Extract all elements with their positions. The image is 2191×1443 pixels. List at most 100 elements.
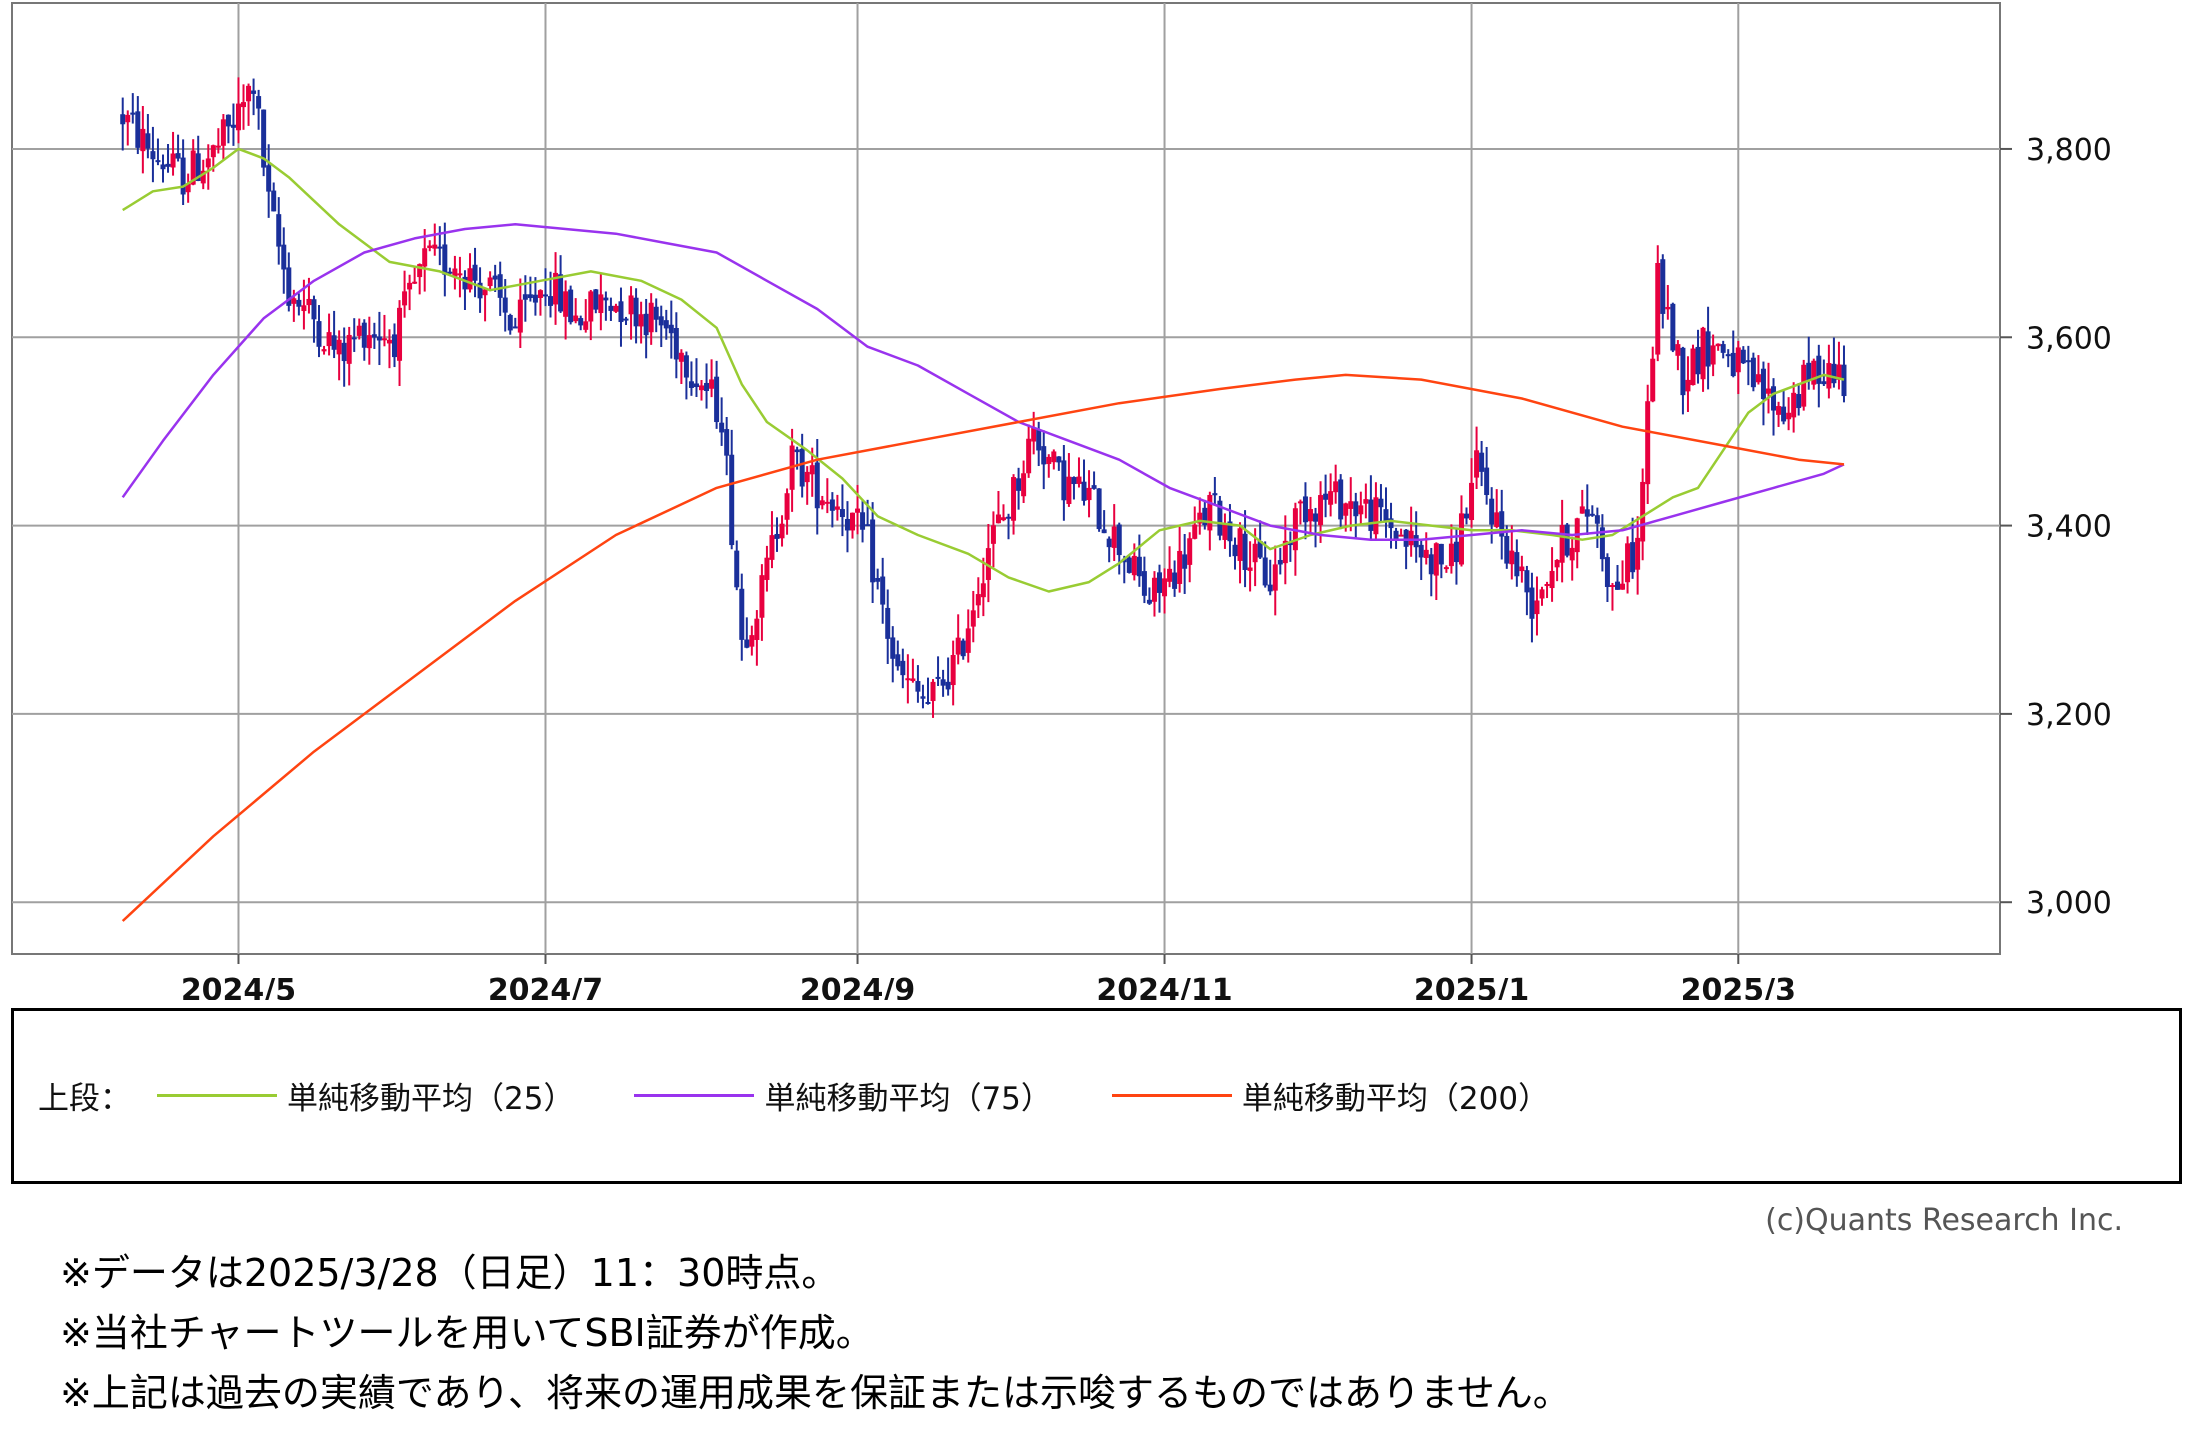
candle-body xyxy=(1172,572,1178,589)
candle-body xyxy=(1262,557,1268,586)
candle-body xyxy=(512,326,518,329)
candle-body xyxy=(563,291,569,317)
candle-body xyxy=(1781,406,1787,422)
candle-body xyxy=(1313,513,1319,522)
candle-body xyxy=(1146,599,1152,604)
candle-body xyxy=(1685,379,1691,392)
candle-body xyxy=(819,500,825,506)
candle-body xyxy=(955,637,961,655)
candle-body xyxy=(230,124,236,128)
candle-body xyxy=(356,325,362,336)
candle-body xyxy=(1393,530,1399,540)
candle-body xyxy=(371,334,377,338)
candle-body xyxy=(1046,456,1052,465)
candle-body xyxy=(165,163,171,167)
candle-body xyxy=(1841,364,1847,397)
candle-body xyxy=(1509,550,1515,565)
candle-body xyxy=(1740,349,1746,364)
candle-body xyxy=(1625,543,1631,583)
candle-body xyxy=(985,548,991,580)
candle-body xyxy=(225,114,231,127)
candle-body xyxy=(1378,498,1384,508)
candle-body xyxy=(392,334,398,358)
candle-body xyxy=(653,306,659,320)
candle-body xyxy=(1111,526,1117,548)
candle-body xyxy=(930,681,936,702)
candle-body xyxy=(1277,559,1283,565)
candle-body xyxy=(1730,352,1736,377)
candle-body xyxy=(1086,487,1092,501)
candle-body xyxy=(1257,541,1263,558)
candle-body xyxy=(316,321,322,347)
candle-body xyxy=(200,170,206,184)
candle-body xyxy=(326,332,332,347)
candle-body xyxy=(482,289,488,296)
candle-body xyxy=(638,314,644,327)
candle-body xyxy=(522,294,528,300)
candle-body xyxy=(437,246,443,249)
candle-body xyxy=(1056,456,1062,463)
candle-body xyxy=(623,318,629,321)
candle-body xyxy=(487,277,493,287)
candle-body xyxy=(633,297,639,327)
candle-body xyxy=(658,316,664,326)
candle-body xyxy=(855,508,861,513)
x-axis-ticks: 2024/5 2024/7 2024/9 2024/11 2025/1 2025/3 xyxy=(181,954,1796,1000)
candle-body xyxy=(1272,564,1278,591)
legend-item-ma200: 単純移動平均（200） xyxy=(1111,1073,1550,1118)
candle-body xyxy=(608,305,614,311)
legend-swatch-ma25 xyxy=(157,1094,277,1097)
candle-body xyxy=(1081,481,1087,501)
x-tick-label: 2024/7 xyxy=(488,973,603,1000)
x-tick-label: 2024/5 xyxy=(181,973,296,1000)
candle-body xyxy=(125,114,131,123)
candle-body xyxy=(1599,527,1605,560)
candle-body xyxy=(1544,584,1550,587)
candle-body xyxy=(849,512,855,531)
y-tick-label: 3,800 xyxy=(2026,133,2112,168)
candle-body xyxy=(628,295,634,315)
candle-body xyxy=(990,525,996,544)
candle-body xyxy=(241,102,247,108)
legend-label-ma200: 単純移動平均（200） xyxy=(1241,1081,1550,1117)
candle-body xyxy=(1665,306,1671,310)
candle-body xyxy=(764,557,770,580)
candle-body xyxy=(895,654,901,667)
candle-body xyxy=(1499,511,1505,537)
candle-body xyxy=(145,133,151,149)
candle-body xyxy=(1745,360,1751,363)
candle-body xyxy=(1484,467,1490,496)
candle-body xyxy=(1524,570,1530,593)
candle-body xyxy=(422,248,428,267)
candle-body xyxy=(1051,451,1057,463)
candle-body xyxy=(1126,557,1132,573)
candle-body xyxy=(1358,505,1364,515)
candle-body xyxy=(1680,347,1686,396)
legend-item-ma75: 単純移動平均（75） xyxy=(634,1073,1052,1118)
candle-body xyxy=(920,696,926,699)
candle-body xyxy=(1318,495,1324,526)
candle-body xyxy=(945,681,951,690)
candle-body xyxy=(507,315,513,331)
candle-body xyxy=(1116,524,1122,556)
candle-body xyxy=(220,119,226,146)
candle-body xyxy=(1162,578,1168,597)
candle-body xyxy=(1247,567,1253,571)
candle-body xyxy=(583,321,589,330)
candle-body xyxy=(593,289,599,310)
candle-body xyxy=(185,183,191,193)
candle-body xyxy=(1242,533,1248,570)
y-tick-label: 3,400 xyxy=(2026,510,2112,545)
candle-body xyxy=(1821,381,1827,385)
ma200-line xyxy=(121,373,1845,922)
candle-body xyxy=(749,635,755,647)
candle-body xyxy=(397,307,403,361)
candle-body xyxy=(502,297,508,313)
candle-body xyxy=(527,294,533,299)
candle-body xyxy=(407,282,413,290)
candle-body xyxy=(1806,362,1812,381)
candle-body xyxy=(1469,482,1475,521)
candle-body xyxy=(386,339,392,344)
candle-body xyxy=(155,160,161,163)
candle-body xyxy=(1801,364,1807,407)
